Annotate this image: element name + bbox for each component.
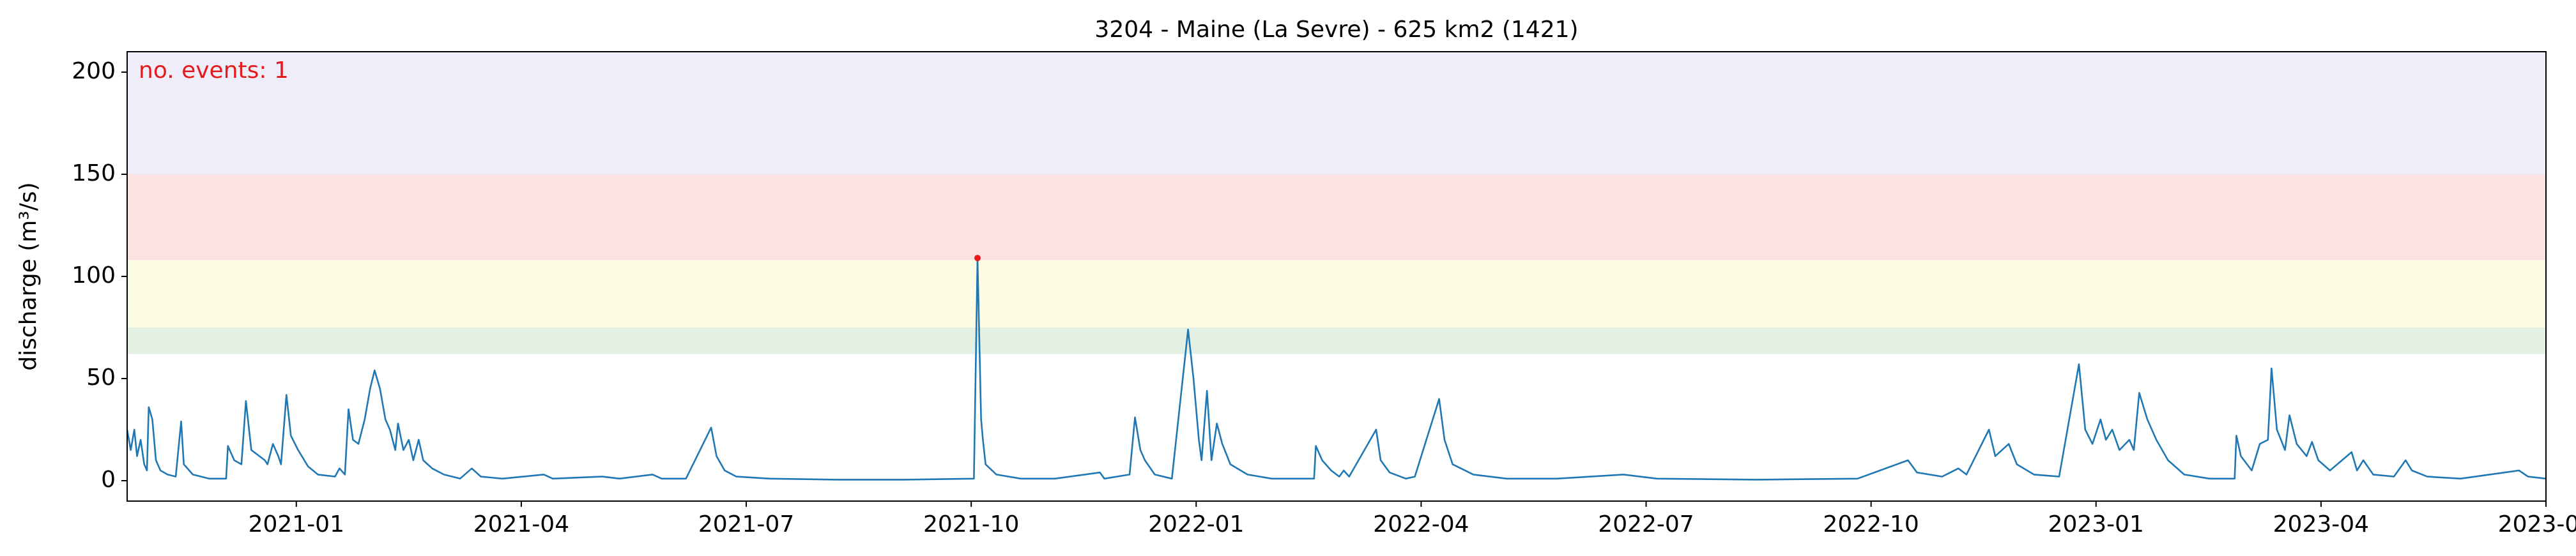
y-tick-label: 150 [72,160,116,186]
y-tick-label: 200 [72,58,116,84]
x-tick-label: 2023-01 [2048,511,2144,537]
x-tick-label: 2022-01 [1148,511,1244,537]
y-tick-label: 100 [72,262,116,289]
x-tick-label: 2021-01 [249,511,344,537]
x-tick-label: 2022-04 [1373,511,1469,537]
event-point [974,255,981,262]
x-tick-label: 2021-07 [698,511,794,537]
x-tick-label: 2021-10 [923,511,1019,537]
plot-frame [126,51,2547,502]
x-tick-label: 2022-10 [1823,511,1919,537]
discharge-line [126,257,2547,481]
chart-title: 3204 - Maine (La Sevre) - 625 km2 (1421) [1094,17,1578,43]
threshold-band [127,327,2546,354]
x-tick-label: 2023-07 [2498,511,2576,537]
threshold-band [127,52,2546,174]
x-tick-label: 2021-04 [473,511,569,537]
y-axis-label: discharge (m³/s) [15,182,42,370]
threshold-band [127,260,2546,327]
threshold-band [127,174,2546,260]
y-tick-label: 50 [86,364,116,391]
x-tick-label: 2023-04 [2273,511,2369,537]
y-tick-label: 0 [101,467,116,493]
event-annotation: no. events: 1 [139,57,289,84]
x-tick-label: 2022-07 [1598,511,1694,537]
